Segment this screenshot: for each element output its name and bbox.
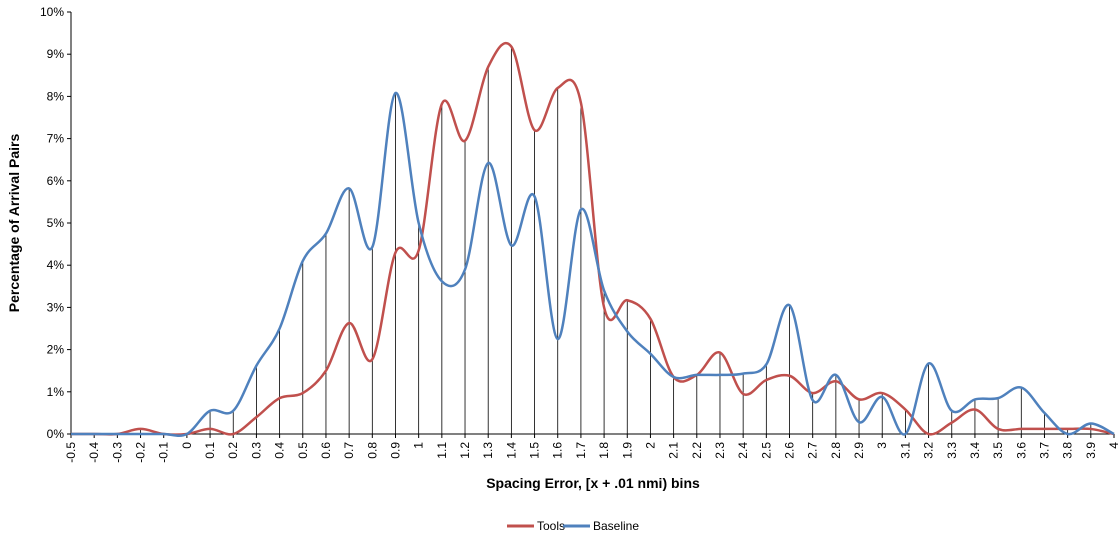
x-tick-label: 3.2: [922, 442, 936, 459]
y-tick-label: 5%: [47, 216, 65, 230]
x-tick-label: 0.9: [388, 442, 402, 459]
y-tick-label: 1%: [47, 385, 65, 399]
x-tick-label: 1.8: [597, 442, 611, 459]
x-tick-label: 2.2: [690, 442, 704, 459]
x-tick-label: 1.7: [574, 442, 588, 459]
x-tick-label: 2.5: [759, 442, 773, 459]
drop-lines: [140, 46, 1092, 434]
x-tick-label: 0.7: [342, 442, 356, 459]
y-axis-title: Percentage of Arrival Pairs: [6, 134, 22, 313]
y-tick-label: 0%: [47, 427, 65, 441]
x-tick-label: 1.5: [528, 442, 542, 459]
y-tick-label: 9%: [47, 47, 65, 61]
y-tick-label: 4%: [47, 258, 65, 272]
series-line-tools: [71, 41, 1115, 436]
x-tick-label: 1.2: [458, 442, 472, 459]
x-tick-label: 3.7: [1037, 442, 1051, 459]
x-tick-label: 0.5: [296, 442, 310, 459]
x-tick-label: 1.3: [481, 442, 495, 459]
x-tick-label: -0.4: [87, 442, 101, 463]
x-tick-label: -0.3: [110, 442, 124, 463]
series-line-baseline: [71, 91, 1115, 437]
x-tick-label: -0.1: [157, 442, 171, 463]
series-layer: [71, 41, 1115, 437]
x-tick-label: 2.4: [736, 442, 750, 459]
y-axis-ticks: 0% 1% 2% 3% 4% 5% 6% 7% 8% 9% 10%: [40, 5, 71, 441]
y-tick-label: 6%: [47, 174, 65, 188]
x-tick-label: 0.2: [226, 442, 240, 459]
x-tick-label: 0.1: [203, 442, 217, 459]
x-tick-label: -0.5: [64, 442, 78, 463]
axes: [70, 12, 1114, 435]
x-tick-label: 1.6: [551, 442, 565, 459]
x-tick-label: 0: [180, 442, 194, 449]
y-tick-label: 10%: [40, 5, 64, 19]
x-tick-label: 2: [643, 442, 657, 449]
x-tick-label: 1.4: [504, 442, 518, 459]
x-tick-label: -0.2: [134, 442, 148, 463]
x-tick-label: 3.8: [1061, 442, 1075, 459]
x-tick-label: 3.9: [1084, 442, 1098, 459]
x-tick-label: 3.4: [968, 442, 982, 459]
x-tick-label: 0.4: [273, 442, 287, 459]
x-tick-label: 3.1: [898, 442, 912, 459]
y-tick-label: 7%: [47, 132, 65, 146]
x-tick-label: 2.9: [852, 442, 866, 459]
x-tick-label: 2.3: [713, 442, 727, 459]
y-tick-label: 3%: [47, 300, 65, 314]
x-tick-label: 3.3: [945, 442, 959, 459]
x-tick-label: 0.8: [365, 442, 379, 459]
x-tick-label: 4: [1107, 442, 1119, 449]
x-tick-label: 0.6: [319, 442, 333, 459]
x-tick-label: 2.7: [806, 442, 820, 459]
x-tick-label: 3.5: [991, 442, 1005, 459]
x-tick-label: 1.1: [435, 442, 449, 459]
x-tick-label: 2.6: [783, 442, 797, 459]
y-tick-label: 8%: [47, 89, 65, 103]
x-tick-label: 2.1: [667, 442, 681, 459]
legend-label-tools: Tools: [537, 519, 565, 533]
y-tick-label: 2%: [47, 343, 65, 357]
legend: Tools Baseline: [507, 519, 639, 533]
x-tick-label: 1.9: [620, 442, 634, 459]
x-tick-label: 3: [875, 442, 889, 449]
x-tick-label: 1: [412, 442, 426, 449]
legend-label-baseline: Baseline: [593, 519, 639, 533]
x-tick-label: 0.3: [249, 442, 263, 459]
x-axis-ticks: -0.5 -0.4 -0.3 -0.2 -0.1 0 0.1 0.2 0.3 0.4 0.5 0.6 0…: [64, 434, 1119, 463]
x-axis-title: Spacing Error, [x + .01 nmi) bins: [486, 475, 700, 491]
x-tick-label: 2.8: [829, 442, 843, 459]
x-tick-label: 3.6: [1014, 442, 1028, 459]
